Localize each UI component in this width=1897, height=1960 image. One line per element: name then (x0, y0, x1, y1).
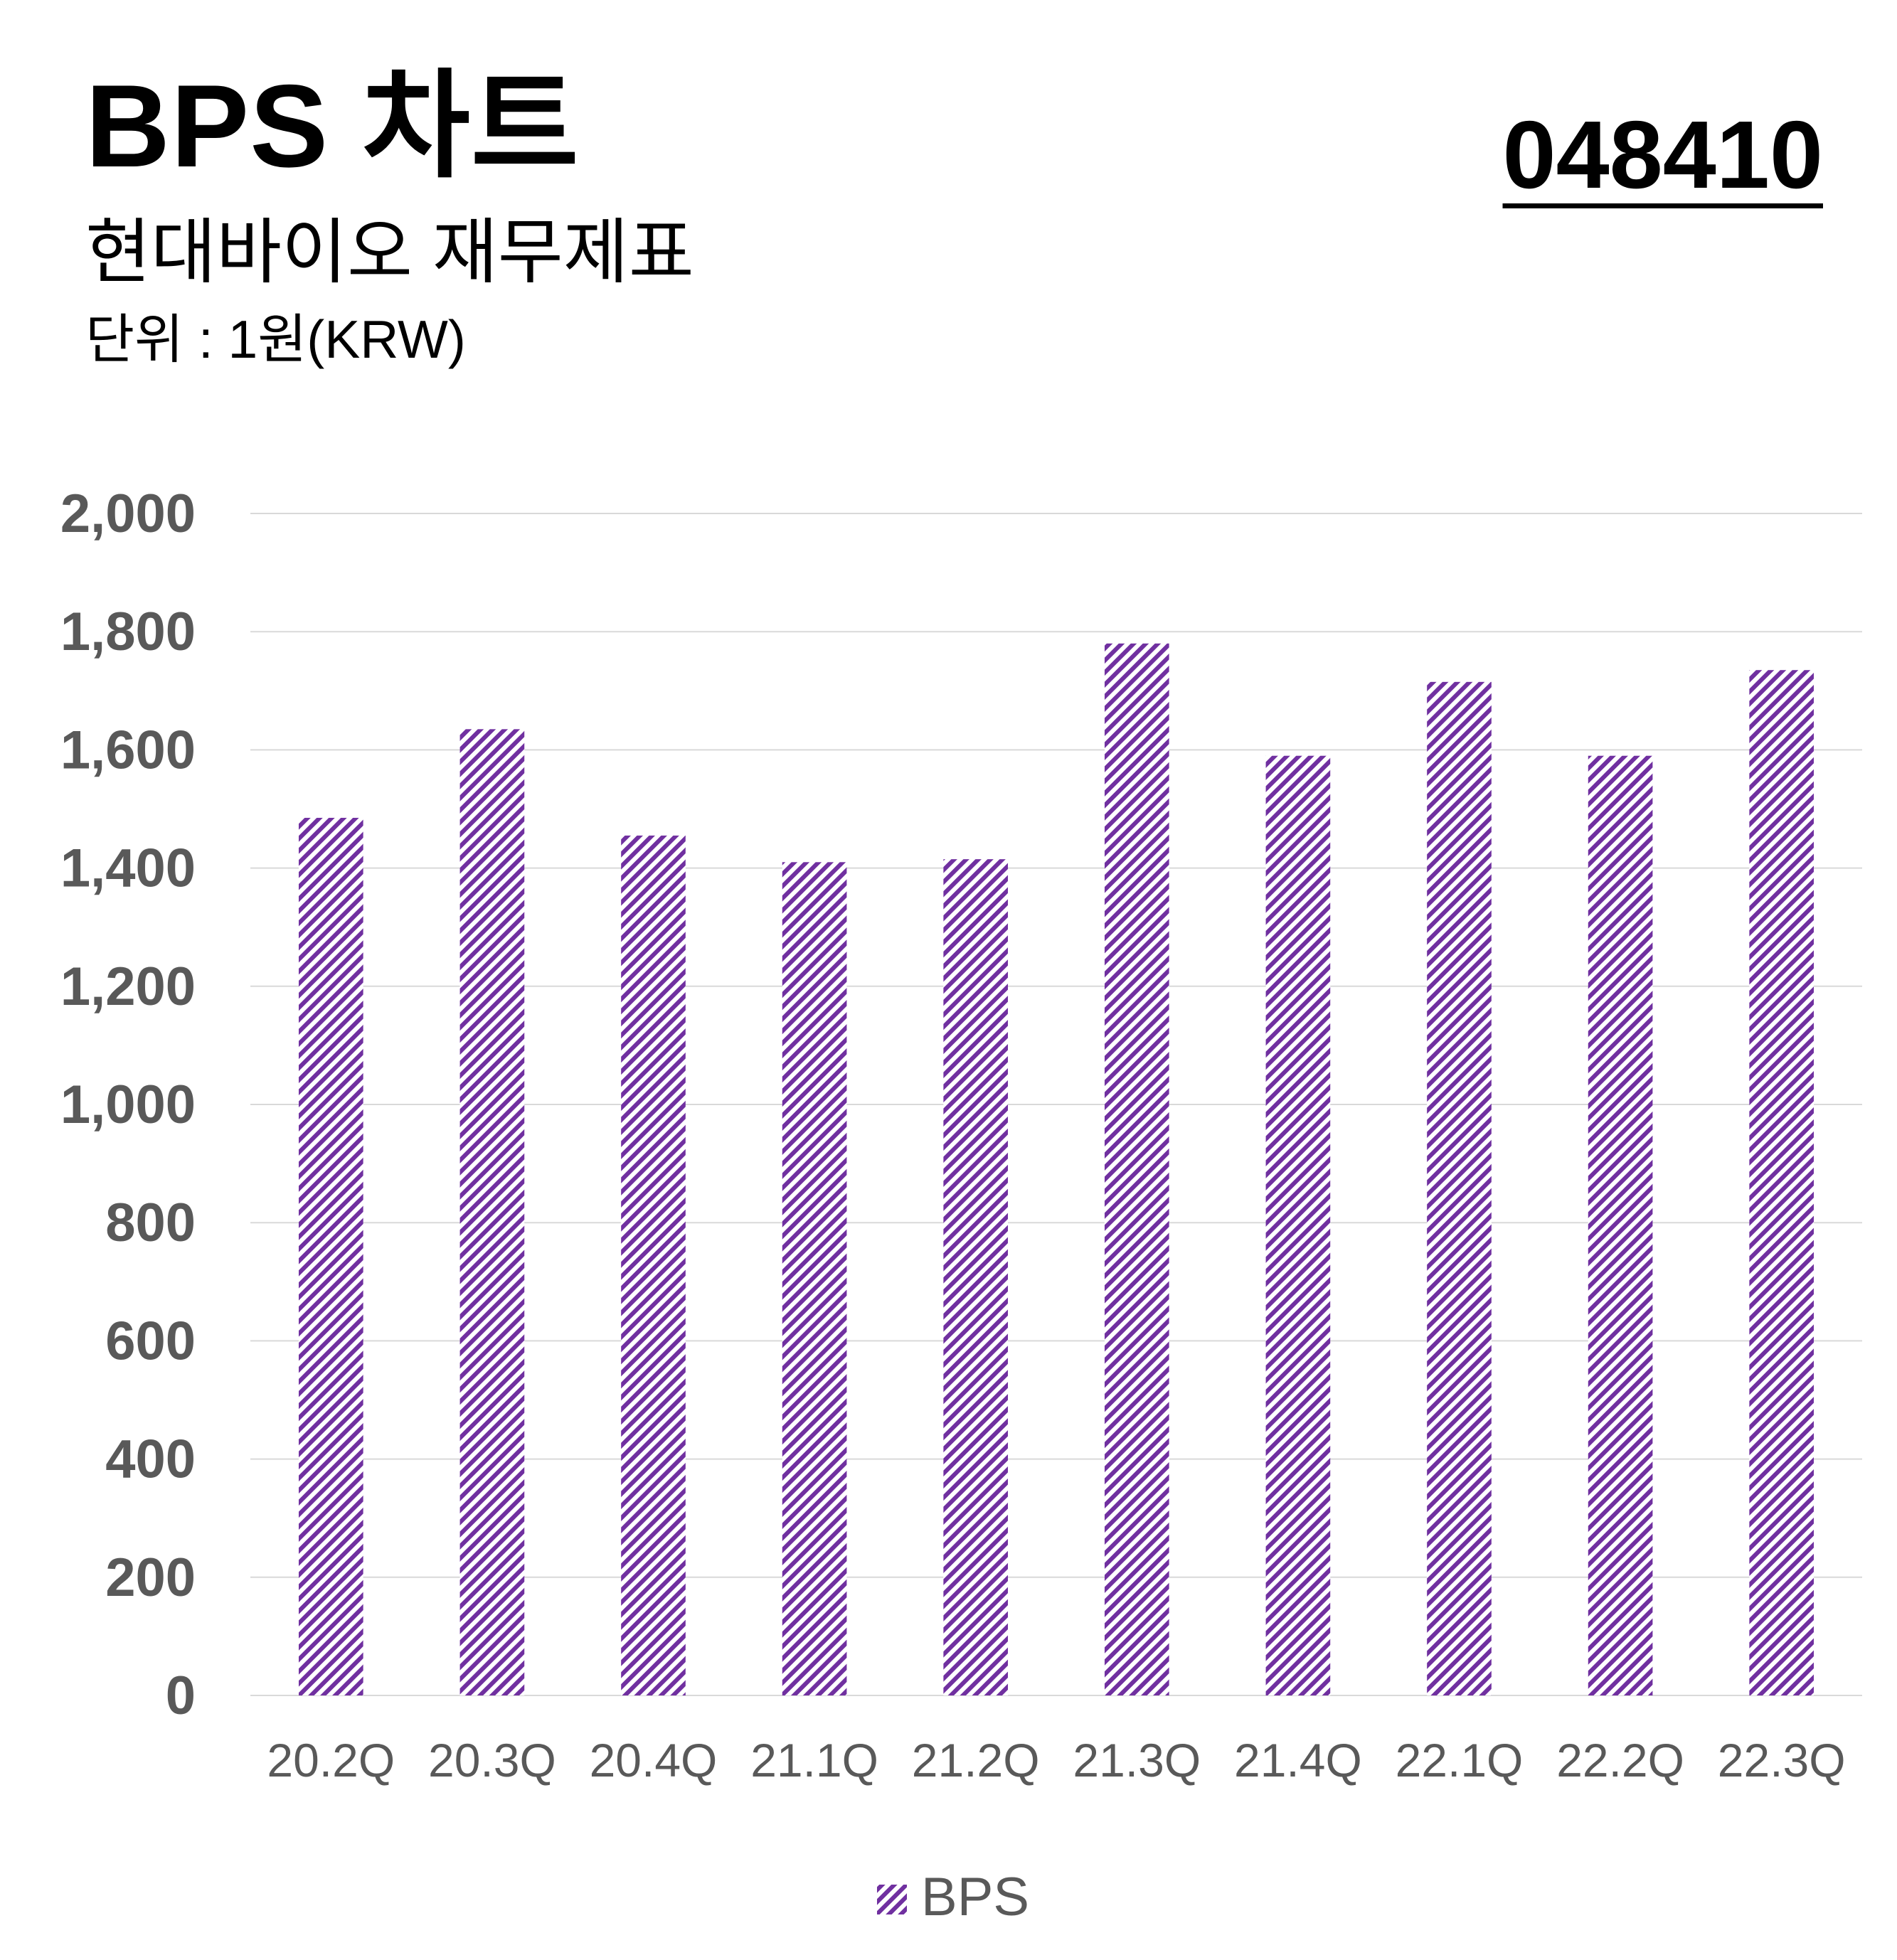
bar (459, 729, 525, 1695)
unit-label: 단위 : 1원(KRW) (85, 309, 466, 369)
y-axis-ticks: 0 200 400 600 800 1,000 1,200 1,400 1,600 1,800 2,… (60, 484, 196, 1726)
stock-code: 048410 (1502, 101, 1823, 208)
y-tick-label: 400 (105, 1429, 196, 1490)
x-tick-label: 20.4Q (590, 1734, 718, 1786)
bar (1427, 681, 1492, 1696)
x-tick-label: 21.3Q (1073, 1734, 1201, 1786)
chart-title: BPS 차트 (85, 60, 580, 191)
x-tick-label: 20.3Q (428, 1734, 556, 1786)
bars (298, 643, 1814, 1696)
y-tick-label: 1,000 (60, 1075, 196, 1135)
y-tick-label: 800 (105, 1193, 196, 1253)
bar (1749, 670, 1814, 1695)
bar (943, 859, 1009, 1695)
x-tick-label: 20.2Q (267, 1734, 395, 1786)
bar (298, 817, 363, 1695)
legend-swatch (877, 1885, 907, 1914)
x-axis-ticks: 20.2Q 20.3Q 20.4Q 21.1Q 21.2Q 21.3Q 21.4Q 22.1Q… (267, 1734, 1845, 1786)
bar (621, 835, 686, 1695)
x-tick-label: 21.4Q (1234, 1734, 1362, 1786)
y-tick-label: 200 (105, 1548, 196, 1608)
y-tick-label: 600 (105, 1311, 196, 1371)
y-tick-label: 1,200 (60, 957, 196, 1017)
chart-subtitle: 현대바이오 재무제표 (85, 213, 694, 292)
x-tick-label: 22.1Q (1396, 1734, 1524, 1786)
y-tick-label: 0 (166, 1666, 196, 1726)
legend-label: BPS (921, 1867, 1029, 1927)
bar (1265, 755, 1331, 1695)
x-tick-label: 21.1Q (750, 1734, 878, 1786)
x-tick-label: 22.3Q (1718, 1734, 1846, 1786)
y-tick-label: 1,400 (60, 838, 196, 899)
y-tick-label: 2,000 (60, 484, 196, 544)
bar (782, 862, 847, 1695)
x-tick-label: 21.2Q (912, 1734, 1040, 1786)
y-tick-label: 1,600 (60, 720, 196, 780)
y-tick-label: 1,800 (60, 602, 196, 662)
x-tick-label: 22.2Q (1556, 1734, 1684, 1786)
legend: BPS (877, 1867, 1029, 1927)
bar (1588, 755, 1653, 1695)
bar (1104, 643, 1169, 1695)
